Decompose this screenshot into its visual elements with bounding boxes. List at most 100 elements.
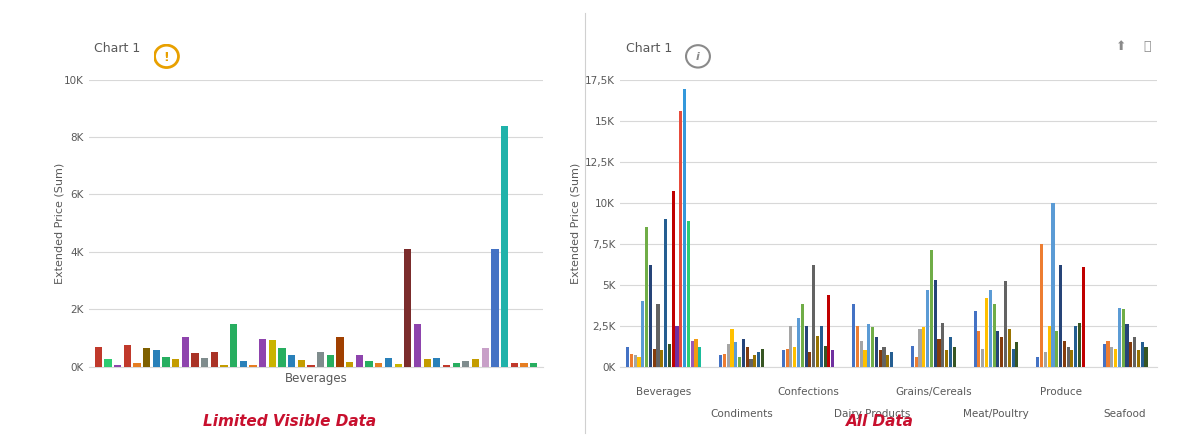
Text: Seafood: Seafood (1104, 408, 1147, 419)
Bar (1118, 308, 1121, 367)
Bar (794, 347, 796, 367)
Y-axis label: Extended Price (Sum): Extended Price (Sum) (570, 163, 581, 284)
Text: Grains/Cereals: Grains/Cereals (895, 387, 972, 397)
Bar (645, 227, 648, 367)
Bar (307, 366, 314, 367)
Bar (945, 351, 948, 367)
Bar (726, 344, 730, 367)
Bar (279, 347, 286, 367)
Bar (172, 359, 180, 367)
Bar (501, 126, 508, 367)
Bar (863, 351, 867, 367)
Bar (259, 339, 267, 367)
Text: Produce: Produce (1039, 387, 1082, 397)
Bar (676, 326, 679, 367)
Bar (182, 337, 189, 367)
Bar (831, 351, 834, 367)
Bar (1103, 344, 1105, 367)
Bar (648, 265, 652, 367)
Bar (1007, 329, 1011, 367)
Bar (1066, 347, 1070, 367)
Bar (404, 249, 411, 367)
Bar (394, 364, 402, 367)
Bar (365, 361, 373, 367)
Bar (143, 348, 150, 367)
Bar (201, 358, 208, 367)
Bar (879, 351, 882, 367)
Bar (1011, 349, 1014, 367)
Bar (782, 351, 785, 367)
Text: ⤢: ⤢ (1143, 40, 1150, 53)
Bar (750, 358, 752, 367)
Bar (973, 311, 977, 367)
Text: Confections: Confections (777, 387, 839, 397)
Bar (808, 352, 811, 367)
Bar (482, 347, 489, 367)
Bar (1063, 341, 1066, 367)
Bar (683, 89, 686, 367)
Bar (691, 341, 693, 367)
Text: Meat/Poultry: Meat/Poultry (964, 408, 1029, 419)
Text: All Data: All Data (846, 414, 914, 429)
Bar (355, 354, 363, 367)
Bar (753, 355, 756, 367)
Bar (867, 324, 870, 367)
Bar (1016, 342, 1018, 367)
Bar (346, 362, 353, 367)
Bar (926, 290, 929, 367)
Bar (510, 363, 517, 367)
Bar (785, 349, 789, 367)
Bar (938, 339, 940, 367)
Bar (934, 280, 937, 367)
Y-axis label: Extended Price (Sum): Extended Price (Sum) (54, 163, 65, 284)
Bar (124, 345, 131, 367)
Bar (1055, 331, 1058, 367)
Bar (1004, 282, 1007, 367)
Bar (804, 326, 808, 367)
Bar (653, 349, 655, 367)
Bar (452, 363, 459, 367)
Text: Chart 1: Chart 1 (626, 42, 672, 55)
Bar (327, 355, 334, 367)
Bar (823, 346, 827, 367)
Bar (269, 340, 276, 367)
Bar (472, 359, 479, 367)
Bar (433, 358, 441, 367)
Bar (152, 350, 159, 367)
Bar (687, 221, 690, 367)
Bar (1114, 349, 1117, 367)
Bar (376, 363, 383, 367)
Bar (735, 342, 737, 367)
Bar (875, 337, 877, 367)
Bar (210, 352, 218, 367)
Bar (1133, 337, 1136, 367)
Bar (694, 339, 698, 367)
Bar (667, 344, 671, 367)
Bar (1036, 357, 1039, 367)
Bar (911, 346, 914, 367)
Text: Condiments: Condiments (710, 408, 772, 419)
Bar (1059, 265, 1062, 367)
Bar (413, 324, 422, 367)
Bar (1144, 347, 1148, 367)
Bar (914, 357, 918, 367)
Bar (828, 295, 830, 367)
Bar (221, 366, 228, 367)
Bar (948, 337, 952, 367)
Bar (941, 323, 945, 367)
Bar (1141, 342, 1143, 367)
Bar (521, 363, 528, 367)
Bar (424, 358, 431, 367)
Bar (462, 361, 470, 367)
Bar (922, 328, 926, 367)
Bar (820, 326, 823, 367)
Bar (660, 351, 664, 367)
Bar (719, 355, 723, 367)
Bar (1070, 351, 1074, 367)
Bar (115, 366, 122, 367)
Bar (298, 360, 305, 367)
Bar (789, 326, 792, 367)
Bar (745, 347, 749, 367)
Bar (530, 363, 537, 367)
Bar (1082, 267, 1085, 367)
